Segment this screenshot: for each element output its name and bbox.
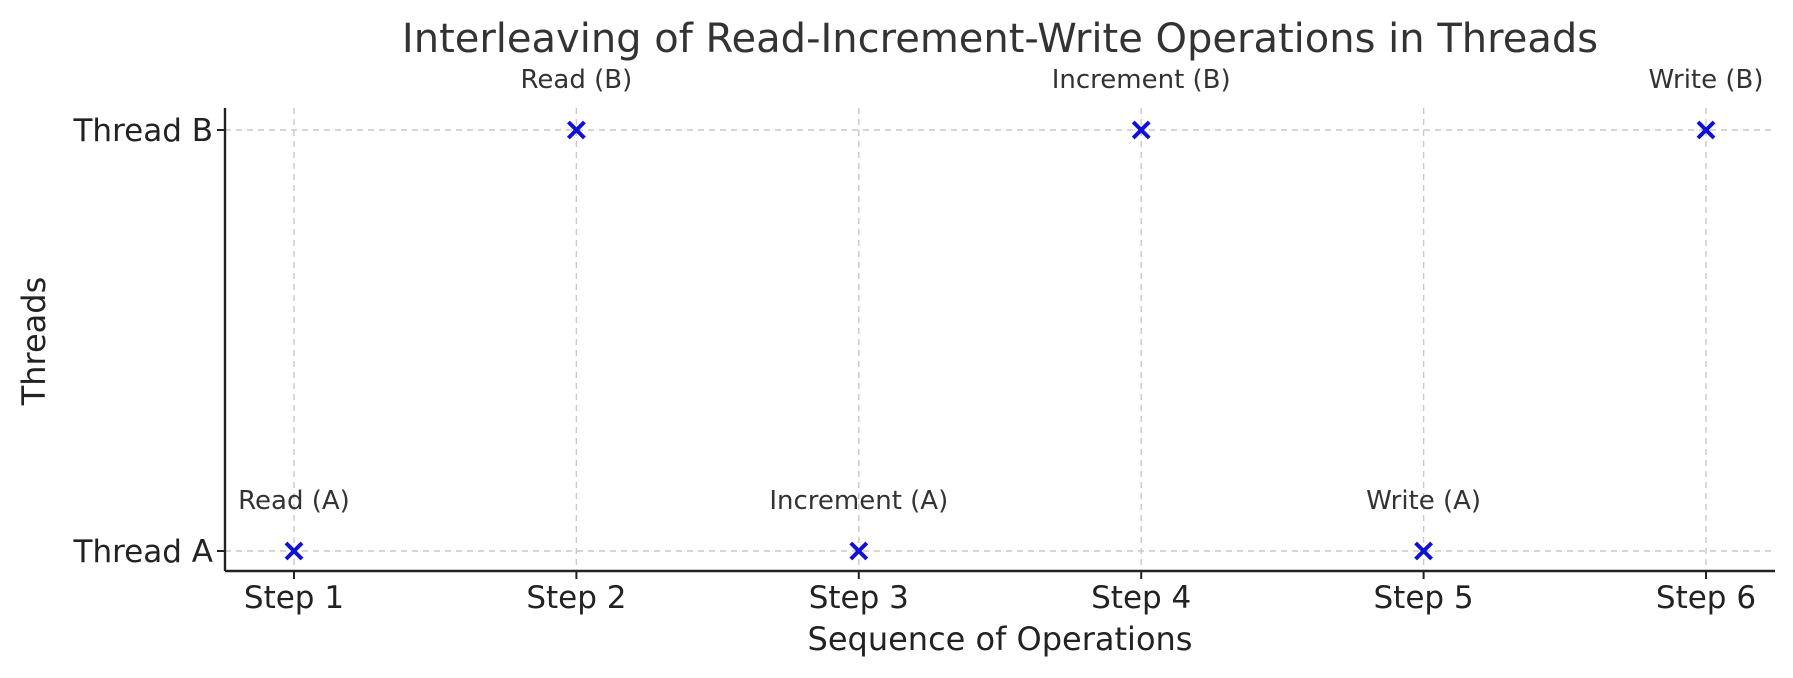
point-marker-stroke: [1131, 120, 1151, 140]
y-axis-label: Threads: [15, 277, 53, 407]
gridlines: [225, 108, 1775, 571]
x-tick-label: Step 3: [809, 580, 909, 616]
data-point: Read (A): [238, 486, 350, 561]
y-tick-label: Thread B: [72, 113, 213, 149]
point-marker-stroke: [566, 120, 586, 140]
x-tick-label: Step 6: [1656, 580, 1756, 616]
point-label: Read (B): [521, 65, 633, 95]
data-point: Write (A): [1366, 486, 1481, 561]
x-tick-label: Step 1: [244, 580, 344, 616]
data-point: Read (B): [521, 65, 633, 140]
data-point: Increment (A): [769, 486, 948, 561]
point-label: Read (A): [238, 486, 350, 516]
data-point: Write (B): [1648, 65, 1764, 140]
chart-title: Interleaving of Read-Increment-Write Ope…: [402, 16, 1598, 62]
point-label: Write (B): [1648, 65, 1763, 95]
point-marker-stroke: [1414, 541, 1434, 561]
x-tick-label: Step 4: [1091, 580, 1191, 616]
data-points: Read (A) Read (B) Increment (A) Increment (…: [238, 65, 1764, 561]
axes: [223, 108, 1775, 573]
x-tick-label: Step 2: [526, 580, 626, 616]
ticks: Step 1 Step 2 Step 3 Step 4 Step 5 Step 6 Thre…: [72, 113, 1756, 616]
x-tick-label: Step 5: [1374, 580, 1474, 616]
point-marker-stroke: [1696, 120, 1716, 140]
point-label: Write (A): [1366, 486, 1481, 516]
x-axis-label: Sequence of Operations: [808, 620, 1193, 658]
y-tick-label: Thread A: [73, 534, 213, 570]
data-point: Increment (B): [1052, 65, 1231, 140]
point-marker-stroke: [284, 541, 304, 561]
point-marker-stroke: [849, 541, 869, 561]
point-label: Increment (B): [1052, 65, 1231, 95]
point-label: Increment (A): [769, 486, 948, 516]
